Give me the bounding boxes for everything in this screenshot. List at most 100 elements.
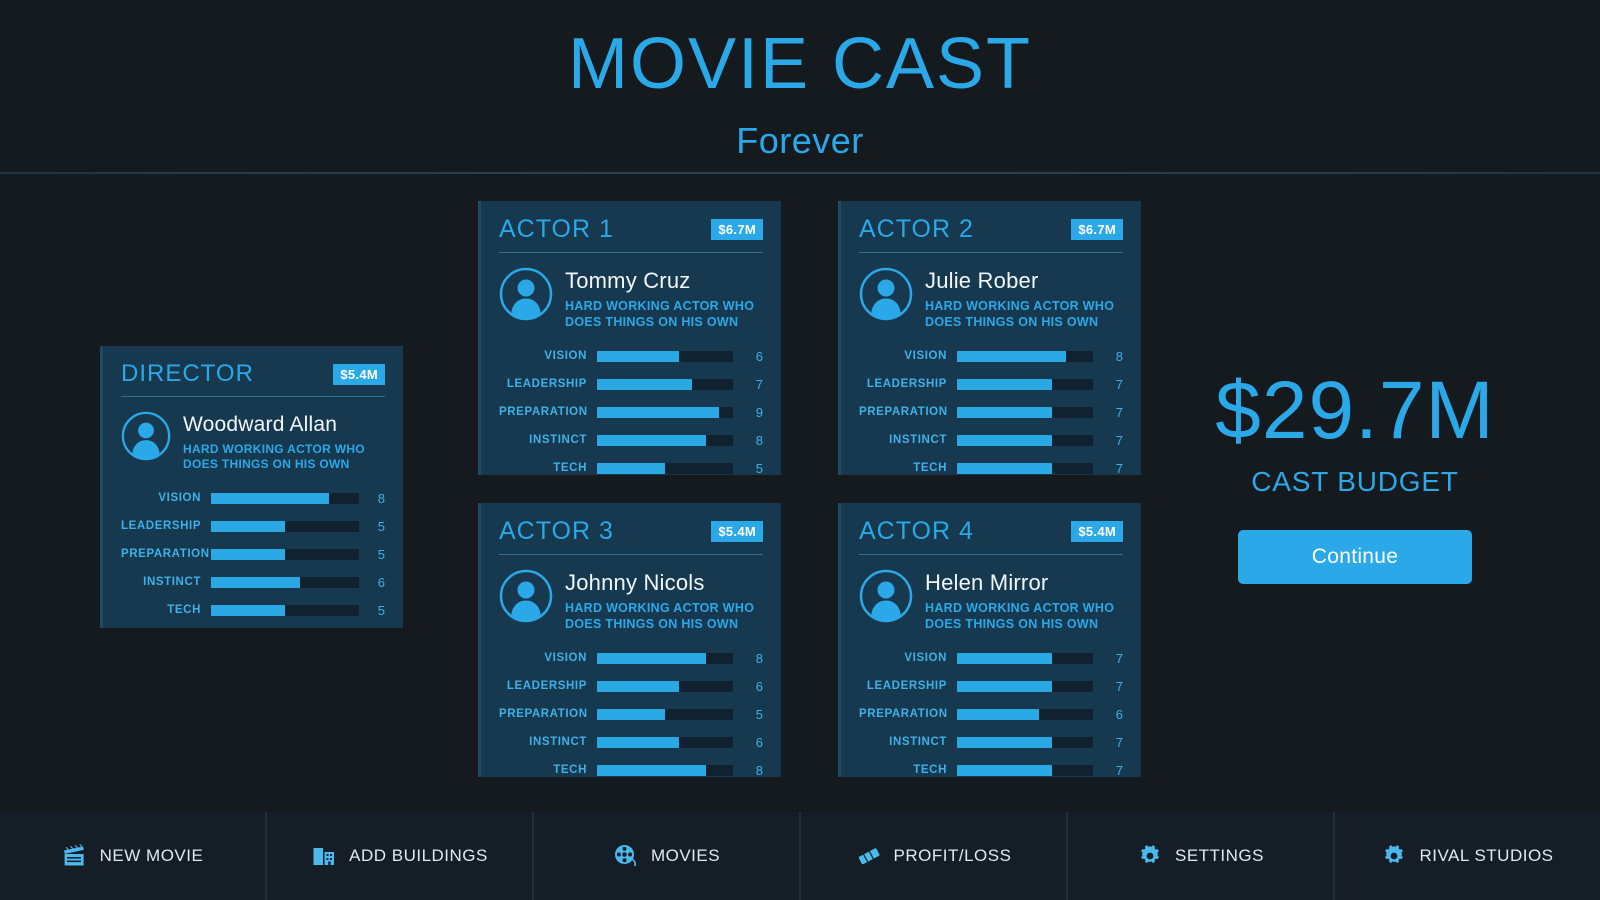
stat-value: 7 [1115, 734, 1123, 750]
stat-bar-track [597, 680, 733, 692]
stat-label: INSTINCT [143, 576, 201, 589]
stat-row: TECH 8 [499, 756, 763, 784]
nav-item-profit-loss[interactable]: PROFIT/LOSS [801, 812, 1068, 900]
stat-bar-track [957, 434, 1093, 446]
stat-bar-fill [211, 604, 285, 616]
stat-value: 7 [1115, 762, 1123, 778]
stat-label: LEADERSHIP [121, 520, 202, 533]
stat-row: TECH 7 [859, 454, 1123, 482]
actor-card-3[interactable]: ACTOR 3 $5.4M Johnny Nicols HARD WORKING… [478, 503, 781, 778]
stat-bar-fill [597, 462, 665, 474]
person-avatar-icon [499, 569, 553, 623]
stat-bar-fill [957, 434, 1053, 446]
stat-value: 5 [377, 518, 385, 534]
nav-item-rival-studios[interactable]: RIVAL STUDIOS [1335, 812, 1600, 900]
stat-bar-fill [957, 462, 1053, 474]
stat-value: 6 [755, 348, 763, 364]
bottom-navbar: NEW MOVIE ADD BUILDINGS [0, 812, 1600, 900]
stat-row: VISION 8 [859, 342, 1123, 370]
card-title: ACTOR 3 [499, 517, 614, 545]
stat-bar-fill [597, 378, 693, 390]
stat-label: VISION [544, 350, 587, 363]
stat-bar-track [957, 708, 1093, 720]
person-block: Julie Rober HARD WORKING ACTOR WHO DOES … [859, 267, 1123, 330]
director-card[interactable]: DIRECTOR $5.4M Woodward Allan HARD WORKI… [100, 346, 403, 628]
stat-value: 5 [755, 460, 763, 476]
nav-item-settings[interactable]: SETTINGS [1068, 812, 1335, 900]
stat-row: PREPARATION 5 [499, 700, 763, 728]
stat-row: PREPARATION 9 [499, 398, 763, 426]
cost-badge: $5.4M [333, 363, 385, 385]
stat-row: TECH 7 [859, 756, 1123, 784]
nav-item-new-movie[interactable]: NEW MOVIE [0, 812, 267, 900]
stat-bar-track [957, 652, 1093, 664]
stat-label: PREPARATION [859, 708, 948, 721]
actor-card-4[interactable]: ACTOR 4 $5.4M Helen Mirror HARD WORKING … [838, 503, 1141, 778]
stat-bar-fill [211, 492, 330, 504]
nav-label: MOVIES [650, 846, 721, 865]
stat-bar-track [597, 708, 733, 720]
stat-row: LEADERSHIP 7 [859, 672, 1123, 700]
person-info: Helen Mirror HARD WORKING ACTOR WHO DOES… [925, 569, 1123, 632]
stat-bar-fill [957, 736, 1053, 748]
nav-item-add-buildings[interactable]: ADD BUILDINGS [267, 812, 534, 900]
person-name: Johnny Nicols [565, 570, 705, 595]
stat-bar-fill [957, 406, 1053, 418]
person-avatar-icon [859, 569, 913, 623]
stat-value: 5 [377, 602, 385, 618]
stat-label: VISION [544, 652, 587, 665]
actor-card-1[interactable]: ACTOR 1 $6.7M Tommy Cruz HARD WORKING AC… [478, 201, 781, 476]
stat-bar-track [957, 350, 1093, 362]
stat-label: LEADERSHIP [506, 680, 587, 693]
person-name: Woodward Allan [183, 413, 338, 436]
stat-bar-fill [597, 652, 706, 664]
stat-label: PREPARATION [859, 406, 948, 419]
person-info: Woodward Allan HARD WORKING ACTOR WHO DO… [183, 411, 385, 472]
person-name: Helen Mirror [925, 570, 1049, 595]
nav-item-movies[interactable]: MOVIES [534, 812, 801, 900]
stat-label: LEADERSHIP [506, 378, 587, 391]
continue-button[interactable]: Continue [1238, 530, 1472, 584]
nav-label: RIVAL STUDIOS [1419, 846, 1554, 865]
actor-card-2[interactable]: ACTOR 2 $6.7M Julie Rober HARD WORKING A… [838, 201, 1141, 476]
stat-label: INSTINCT [529, 434, 587, 447]
stat-row: LEADERSHIP 7 [859, 370, 1123, 398]
stat-bar-fill [597, 764, 706, 776]
stat-row: TECH 5 [121, 596, 385, 624]
card-title: DIRECTOR [121, 360, 254, 387]
nav-label: SETTINGS [1174, 846, 1264, 865]
cost-badge: $6.7M [1071, 219, 1123, 240]
stat-bar-fill [211, 548, 285, 560]
stat-bar-fill [597, 350, 679, 362]
stat-label: TECH [553, 462, 587, 475]
stat-bar-track [597, 652, 733, 664]
stat-bar-track [597, 378, 733, 390]
person-description: HARD WORKING ACTOR WHO DOES THINGS ON HI… [925, 601, 1115, 631]
stat-label: VISION [158, 492, 201, 505]
person-description: HARD WORKING ACTOR WHO DOES THINGS ON HI… [183, 442, 365, 472]
stat-bar-fill [597, 680, 679, 692]
page-subtitle: Forever [736, 120, 864, 161]
stat-bar-fill [957, 764, 1053, 776]
stat-bar-track [211, 492, 359, 504]
stats-list: VISION 8 LEADERSHIP 5 PREPARATION 5 INSTINCT 6 T… [121, 484, 385, 624]
stat-bar-track [211, 548, 359, 560]
budget-label: CAST BUDGET [1251, 466, 1459, 497]
stat-row: VISION 8 [499, 644, 763, 672]
stat-label: PREPARATION [121, 548, 210, 561]
stat-label: INSTINCT [889, 736, 947, 749]
stat-row: LEADERSHIP 5 [121, 512, 385, 540]
stat-bar-track [957, 378, 1093, 390]
stat-value: 6 [755, 678, 763, 694]
stat-value: 8 [755, 762, 763, 778]
person-block: Tommy Cruz HARD WORKING ACTOR WHO DOES T… [499, 267, 763, 330]
person-block: Johnny Nicols HARD WORKING ACTOR WHO DOE… [499, 569, 763, 632]
stats-list: VISION 8 LEADERSHIP 6 PREPARATION 5 INSTINCT 6 T… [499, 644, 763, 784]
page-header: MOVIE CAST Forever [0, 0, 1600, 174]
stat-bar-fill [957, 350, 1066, 362]
person-block: Helen Mirror HARD WORKING ACTOR WHO DOES… [859, 569, 1123, 632]
person-info: Tommy Cruz HARD WORKING ACTOR WHO DOES T… [565, 267, 763, 330]
budget-panel: $29.7M CAST BUDGET Continue [1192, 370, 1518, 584]
gear-icon [1137, 843, 1163, 869]
stat-label: PREPARATION [499, 708, 588, 721]
